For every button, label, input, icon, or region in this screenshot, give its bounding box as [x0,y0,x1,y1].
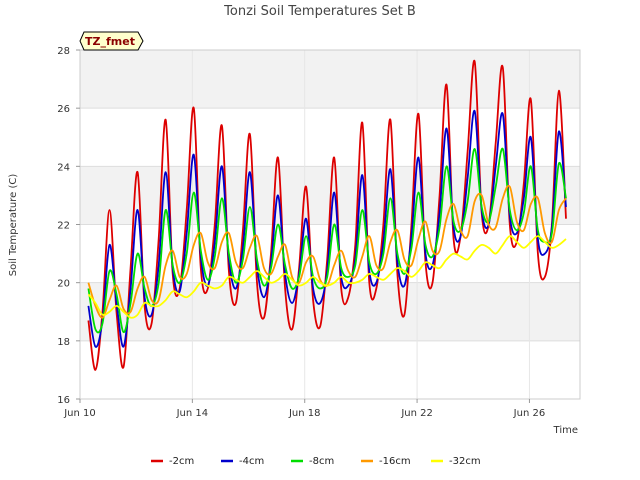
y-tick-label: 24 [57,162,70,173]
y-tick-label: 18 [57,337,70,348]
x-axis: Jun 10 Jun 14 Jun 18 Jun 22 Jun 26 [63,399,545,419]
y-axis-label: Soil Temperature (C) [8,174,19,277]
grid-band [80,282,580,341]
chart-title: Tonzi Soil Temperatures Set B [223,4,416,19]
series-layer [87,59,567,371]
x-tick-label: Jun 26 [513,408,546,419]
grid-bands [80,50,580,341]
series-line-32cmcm [87,235,567,319]
x-tick-label: Jun 14 [176,408,209,419]
x-tick-label: Jun 22 [400,408,433,419]
badge-shape [79,31,144,51]
y-tick-label: 22 [57,221,70,232]
y-tick-label: 26 [57,104,70,115]
legend-label: -32cm [449,456,481,467]
legend: -2cm -4cm -8cm -16cm -32cm [151,456,481,467]
x-tick-label: Jun 18 [288,408,321,419]
y-tick-label: 20 [57,279,70,290]
site-badge: TZ_fmet [79,31,144,51]
x-axis-label: Time [553,425,578,436]
series-line-2cmcm [87,59,567,371]
badge-label: TZ_fmet [85,35,135,48]
legend-label: -8cm [309,456,334,467]
legend-label: -2cm [169,456,194,467]
y-tick-label: 28 [57,46,70,57]
legend-label: -16cm [379,456,411,467]
legend-label: -4cm [239,456,264,467]
x-tick-label: Jun 10 [63,408,96,419]
grid-band [80,50,580,109]
y-tick-label: 16 [57,395,70,406]
y-axis: 16 18 20 22 24 26 28 [57,46,80,406]
